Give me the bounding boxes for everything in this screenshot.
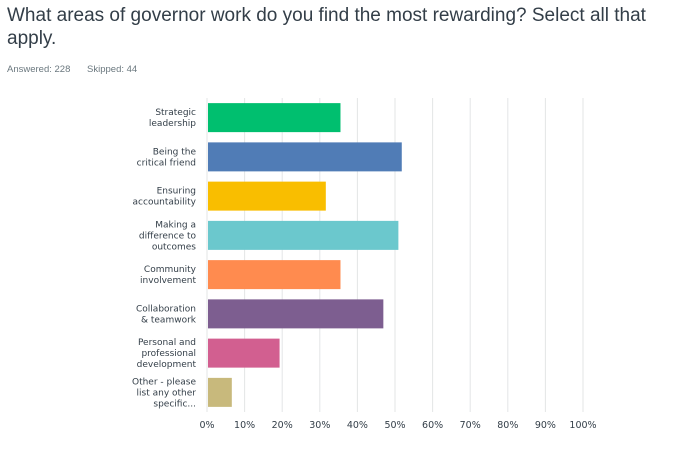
- bar[interactable]: [208, 181, 326, 211]
- category-labels: Strategic leadership Being the critical fri…: [132, 108, 197, 409]
- x-tick-label: 80%: [497, 420, 518, 431]
- x-tick-label: 30%: [309, 420, 330, 431]
- x-tick-label: 90%: [535, 420, 556, 431]
- category-label: Collaboration & teamwork: [136, 304, 197, 325]
- question-title: What areas of governor work do you find …: [7, 5, 646, 49]
- bar[interactable]: [208, 260, 341, 290]
- category-label: Strategic leadership: [149, 108, 196, 129]
- bar[interactable]: [208, 299, 384, 329]
- skipped-count: Skipped: 44: [87, 64, 138, 75]
- bar[interactable]: [208, 103, 341, 133]
- chart-bars: [208, 103, 402, 407]
- x-tick-label: 0%: [199, 420, 214, 431]
- x-tick-label: 20%: [272, 420, 293, 431]
- category-label: Personal and professional development: [137, 338, 197, 370]
- bar[interactable]: [208, 377, 232, 407]
- category-label: Ensuring accountability: [133, 187, 197, 208]
- x-tick-label: 40%: [347, 420, 368, 431]
- category-label: Being the critical friend: [137, 147, 197, 168]
- bar[interactable]: [208, 338, 280, 368]
- response-stats: Answered: 228 Skipped: 44: [7, 64, 151, 75]
- x-tick-label: 70%: [460, 420, 481, 431]
- x-tick-label: 100%: [569, 420, 596, 431]
- x-tick-label: 10%: [234, 420, 255, 431]
- category-label: Making a difference to outcomes: [139, 220, 197, 252]
- answered-count: Answered: 228: [7, 64, 71, 75]
- x-tick-label: 50%: [384, 420, 405, 431]
- bar[interactable]: [208, 220, 399, 250]
- category-label: Other - please list any other specific...: [132, 377, 196, 409]
- x-tick-label: 60%: [422, 420, 443, 431]
- category-label: Community involvement: [140, 265, 197, 286]
- x-axis-ticks: 0% 10% 20% 30% 40% 50% 60% 70% 80% 90% 100%: [199, 420, 596, 431]
- bar[interactable]: [208, 142, 402, 172]
